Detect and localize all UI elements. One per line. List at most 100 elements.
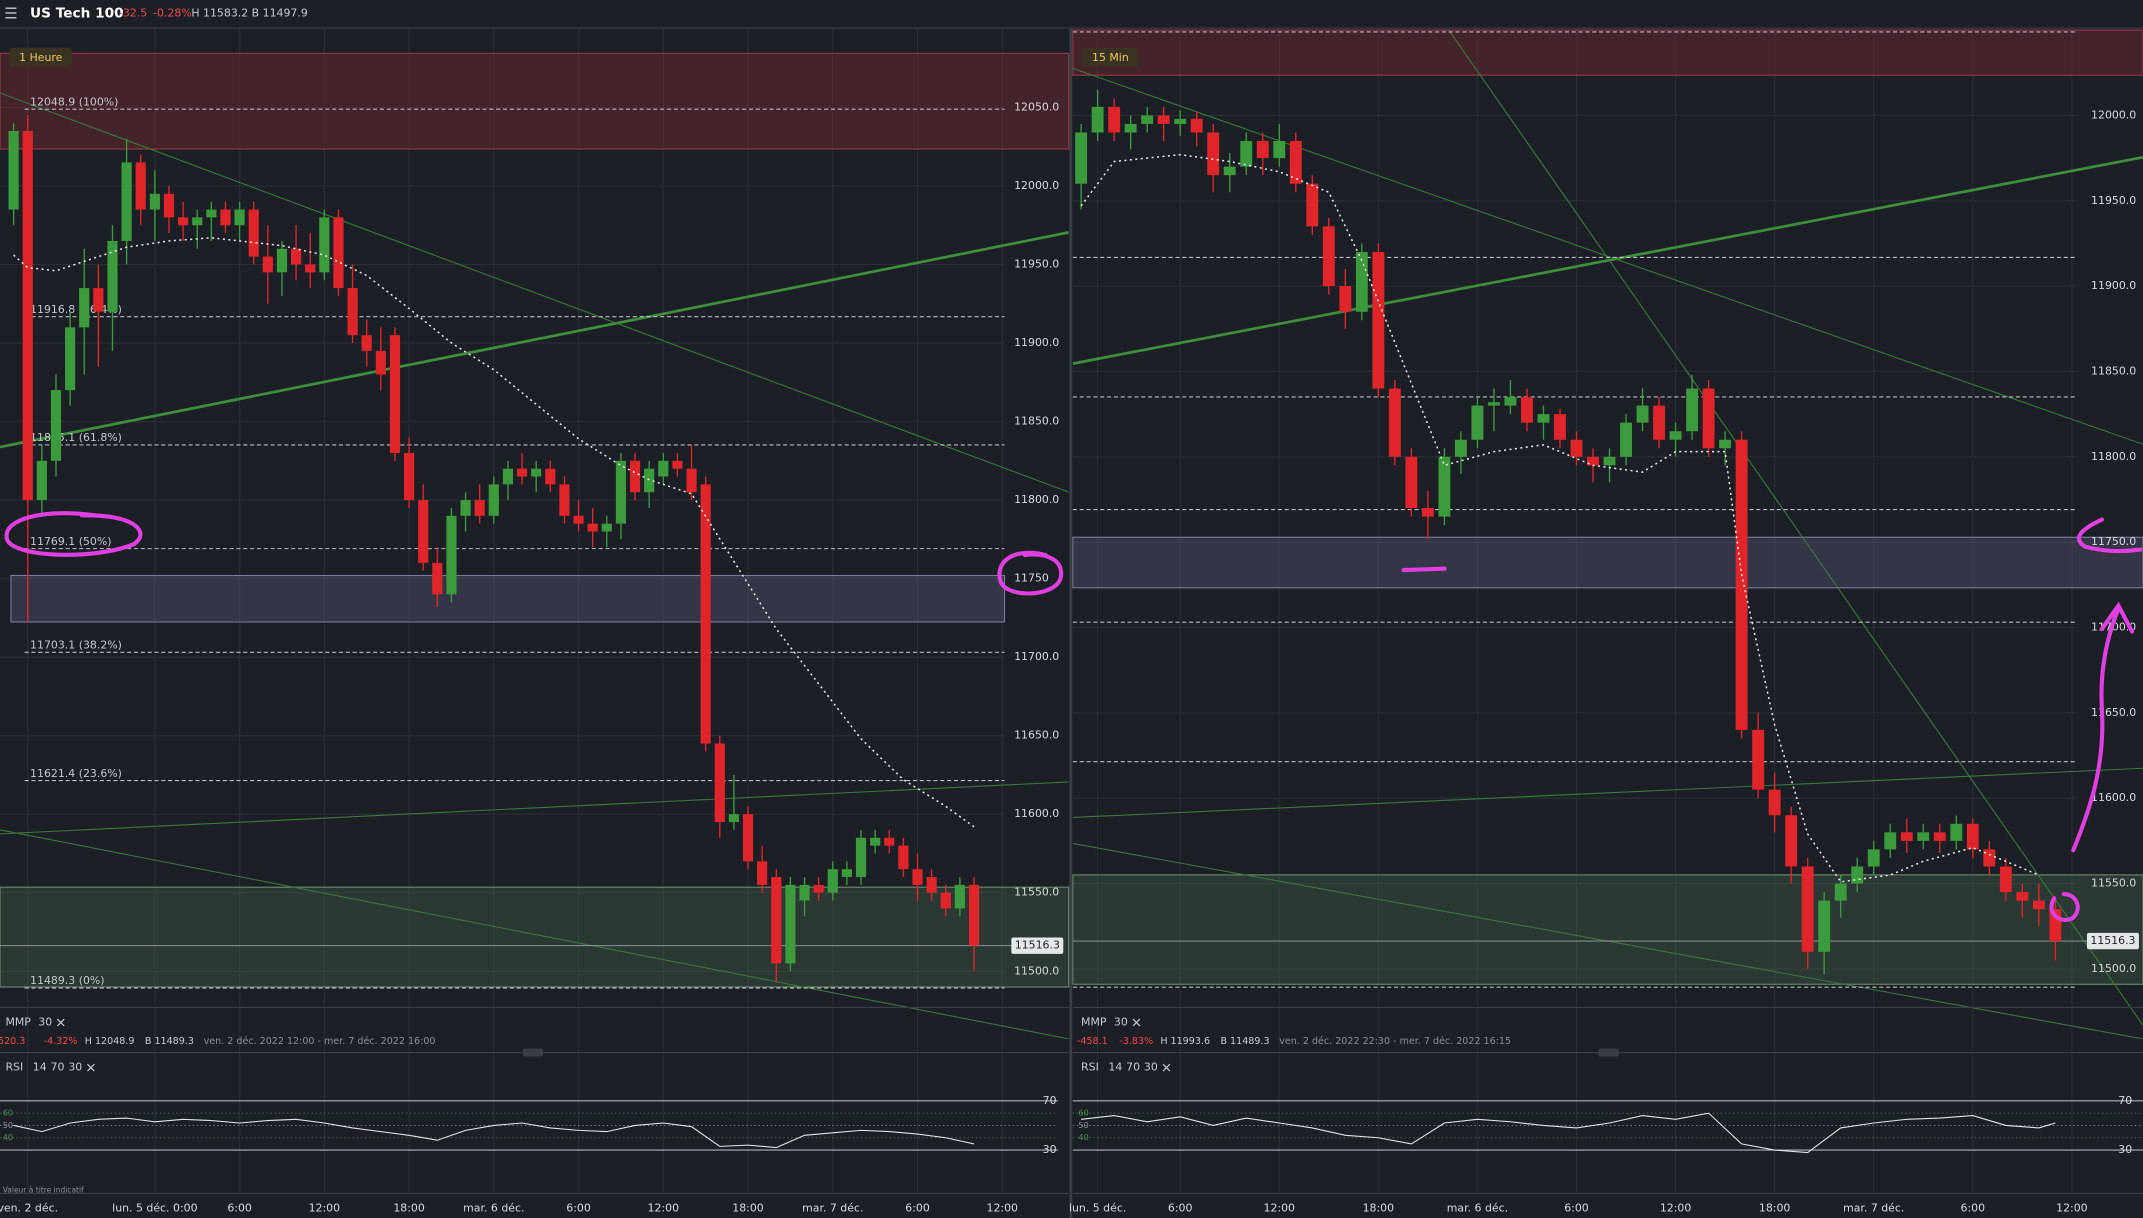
x-tick-label: mar. 6 déc. — [1447, 1201, 1508, 1214]
timeframe-label: 15 Min — [1092, 51, 1129, 64]
candle-body — [573, 515, 584, 524]
x-tick-label: 18:00 — [1363, 1201, 1395, 1214]
candle-body — [926, 877, 937, 893]
candle-body — [531, 468, 542, 477]
candle-body — [1851, 866, 1864, 884]
candle-body — [615, 460, 627, 524]
candle-body — [1900, 832, 1913, 841]
y-tick-label: 11750 — [1014, 572, 1049, 585]
x-tick-label: 6:00 — [1168, 1201, 1193, 1214]
candle-body — [107, 240, 118, 312]
candle-body — [22, 130, 33, 501]
y-tick-label: 11800.0 — [2091, 450, 2136, 463]
rsi-minor-label: 40 — [1078, 1132, 1088, 1142]
x-tick-label: 18:00 — [732, 1201, 764, 1214]
candle-body — [460, 500, 471, 516]
timeframe-badge — [1082, 47, 1139, 67]
x-tick-label: 18:00 — [393, 1201, 425, 1214]
candle-body — [1438, 456, 1451, 517]
fib-label: 11835.1 (61.8%) — [30, 431, 122, 444]
rsi-minor-label: 50 — [3, 1120, 13, 1130]
candle-body — [1487, 402, 1500, 406]
annotation-mark — [2076, 517, 2143, 554]
ma-range: ven. 2 déc. 2022 22:30 - mer. 7 déc. 202… — [1279, 1036, 1511, 1047]
candle-body — [1372, 251, 1385, 389]
fib-label: 11621.4 (23.6%) — [30, 767, 122, 780]
candle-body — [1157, 115, 1170, 124]
candle-body — [418, 500, 429, 563]
candle-body — [262, 256, 273, 273]
fib-label: 11489.3 (0%) — [30, 974, 104, 987]
candle-body — [827, 869, 838, 893]
x-tick-label: 12:00 — [648, 1201, 680, 1214]
candle-body — [898, 845, 909, 870]
candle-body — [728, 814, 739, 823]
candle-body — [714, 743, 725, 823]
candle-body — [1785, 815, 1798, 867]
candle-body — [954, 884, 965, 909]
ma-period: 30 — [1114, 1016, 1128, 1029]
candle-body — [1801, 866, 1814, 952]
close-icon[interactable] — [56, 1018, 65, 1027]
candle-body — [1289, 141, 1302, 184]
ma-change-pct: -3.83% — [1119, 1036, 1153, 1047]
candle-body — [220, 209, 231, 226]
x-tick-label: 12:00 — [987, 1201, 1019, 1214]
candle-body — [93, 288, 104, 312]
fib-label: 11703.1 (38.2%) — [30, 638, 122, 651]
candle-body — [1636, 405, 1649, 423]
annotation-circle — [997, 550, 1064, 596]
support-zone — [10, 574, 1006, 623]
candle-body — [347, 288, 358, 336]
candle-body — [1554, 414, 1566, 440]
candle-body — [1884, 832, 1897, 850]
rsi-level-label: 70 — [1043, 1094, 1057, 1107]
candle-body — [1190, 118, 1203, 133]
pane-handle[interactable] — [1598, 1048, 1619, 1057]
demand-zone — [0, 886, 1070, 988]
y-tick-label: 12000.0 — [1014, 179, 1059, 192]
candle-body — [1421, 508, 1434, 517]
x-tick-label: 12:00 — [1660, 1201, 1692, 1214]
candle-body — [474, 500, 485, 516]
ma-change: -458.1 — [1077, 1036, 1108, 1047]
candle-body — [672, 460, 683, 469]
menu-icon[interactable] — [5, 7, 17, 19]
ma-period: 30 — [38, 1016, 52, 1029]
trend-line — [1072, 767, 2143, 819]
x-tick-label: 6:00 — [227, 1201, 252, 1214]
candle-body — [1223, 166, 1236, 176]
rsi-param: 30 — [1144, 1061, 1158, 1074]
candle-body — [50, 390, 62, 461]
candle-body — [192, 217, 203, 226]
candle-body — [305, 264, 316, 273]
close-icon[interactable] — [1162, 1063, 1171, 1072]
ma-label: MMP — [5, 1016, 31, 1029]
candle-body — [870, 837, 881, 846]
candle-body — [36, 460, 47, 501]
pane-handle[interactable] — [522, 1048, 544, 1057]
rsi-minor-label: 60 — [1078, 1108, 1088, 1118]
close-icon[interactable] — [87, 1063, 95, 1072]
candle-body — [248, 209, 259, 257]
x-tick-label: mar. 7 déc. — [802, 1201, 863, 1214]
moving-average — [13, 237, 975, 828]
resistance-zone — [0, 52, 1070, 150]
candle-body — [1669, 431, 1682, 440]
candle-body — [1521, 397, 1533, 423]
rsi-label: RSI — [5, 1061, 23, 1074]
candle-body — [1570, 439, 1583, 457]
y-tick-label: 11700.0 — [1014, 650, 1059, 663]
y-tick-label: 11500.0 — [1014, 964, 1059, 977]
trend-line — [0, 92, 1069, 493]
candle-body — [1603, 456, 1616, 466]
candle-body — [912, 869, 923, 885]
candle-body — [206, 209, 217, 218]
rsi-param: 14 — [33, 1061, 47, 1074]
candle-body — [121, 162, 132, 241]
close-icon[interactable] — [1132, 1018, 1141, 1027]
candle-body — [135, 162, 146, 210]
ma-high: H 11993.6 — [1160, 1036, 1210, 1047]
trend-line — [0, 231, 1069, 449]
rsi-param: 30 — [68, 1061, 82, 1074]
